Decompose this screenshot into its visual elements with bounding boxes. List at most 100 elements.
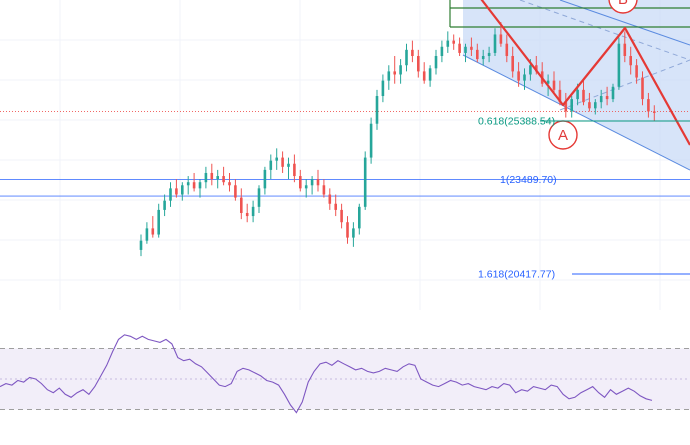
candle-body-19 [251,206,255,217]
candle-body-64 [517,71,520,81]
candle-body-15 [228,182,231,186]
candle-body-6 [175,188,178,195]
pattern-zigzag [480,0,690,146]
rsi-line [0,334,653,414]
candle-body-75 [582,89,585,103]
candle-body-51 [440,46,444,57]
candle-body-25 [287,163,290,167]
candle-body-30 [316,179,320,186]
candle-body-35 [346,222,349,238]
fibonacci-levels: 0.618(25388.54) 1(23489.70) 1.618(20417.77… [478,116,690,281]
candle-body-59 [487,52,491,57]
candle-body-31 [322,185,326,195]
candle-body-8 [186,182,190,186]
candle-body-83 [629,56,632,66]
candle-body-29 [310,179,314,186]
candle-body-36 [352,228,355,238]
candle-body-26 [293,163,296,177]
candle-body-34 [340,209,343,223]
candle-body-62 [505,43,509,57]
fib-label-0: 0.618(25388.54) [478,116,555,128]
candle-body-56 [470,46,473,50]
candle-body-47 [417,56,420,72]
candle-body-67 [535,65,538,72]
candle-body-33 [334,203,337,210]
pattern-point-label-B: B [618,0,628,8]
candle-body-22 [269,160,273,170]
candle-body-5 [169,188,172,201]
candle-body-82 [623,43,627,57]
candle-body-1 [145,228,149,241]
candle-body-79 [605,96,609,100]
candle-body-4 [163,200,166,210]
pattern-point-circle-B [608,0,638,14]
candle-body-73 [570,99,573,112]
candle-body-44 [399,65,402,75]
candle-body-72 [564,102,568,112]
candle-body-27 [299,176,302,189]
candle-body-41 [381,80,385,97]
candle-body-46 [411,49,414,57]
candle-body-63 [511,56,514,72]
fib-label-2: 1.618(20417.77) [478,269,555,281]
candle-body-40 [375,96,379,124]
candle-body-32 [328,194,332,204]
candle-body-74 [576,89,579,100]
candle-body-85 [641,77,644,100]
candle-body-45 [405,49,408,66]
candle-body-21 [263,169,267,189]
candle-body-71 [558,89,562,103]
candle-body-28 [304,185,308,189]
candle-body-70 [552,80,556,90]
candle-body-0 [139,240,143,250]
candle-body-37 [358,206,361,229]
candle-body-60 [493,34,497,53]
channel-lower-line [462,54,690,171]
candle-body-87 [653,111,656,113]
candle-body-7 [181,185,184,195]
candle-body-3 [157,209,160,235]
candle-body-24 [281,157,284,167]
candle-body-12 [210,172,214,180]
candle-body-11 [204,172,208,183]
candle-body-57 [476,49,479,60]
candle-body-14 [222,176,225,183]
candle-body-53 [452,40,455,44]
candle-body-48 [422,71,426,81]
candle-body-10 [198,182,202,189]
candle-body-9 [192,182,196,189]
candle-body-61 [499,34,503,44]
candle-body-52 [446,40,450,47]
candle-body-18 [245,212,249,217]
candle-body-13 [216,176,219,180]
candle-body-78 [599,96,603,103]
candle-body-65 [523,74,526,81]
candle-body-86 [647,99,650,112]
channel-mid-line [519,0,690,61]
rsi-panel [0,334,690,414]
candle-body-42 [387,71,391,81]
candle-body-55 [464,46,467,53]
fib-label-1: 1(23489.70) [500,174,557,186]
candle-body-17 [240,197,243,213]
candle-body-54 [458,43,461,53]
pattern-point-label-A: A [558,127,568,144]
horizontal-levels [0,111,690,197]
candle-body-2 [151,228,155,235]
candlestick-series [139,22,656,257]
candle-body-43 [393,71,396,75]
candle-body-76 [588,102,591,109]
candle-body-69 [546,80,550,84]
candle-body-77 [594,102,597,109]
candle-body-58 [481,56,485,60]
candle-body-23 [275,157,278,161]
candle-body-50 [434,56,438,69]
candle-body-49 [428,68,432,81]
candle-body-84 [635,65,638,78]
candle-body-38 [363,157,367,207]
candle-body-16 [234,185,237,198]
candle-body-20 [257,188,261,207]
candle-body-66 [529,65,532,75]
candle-body-39 [369,123,373,158]
